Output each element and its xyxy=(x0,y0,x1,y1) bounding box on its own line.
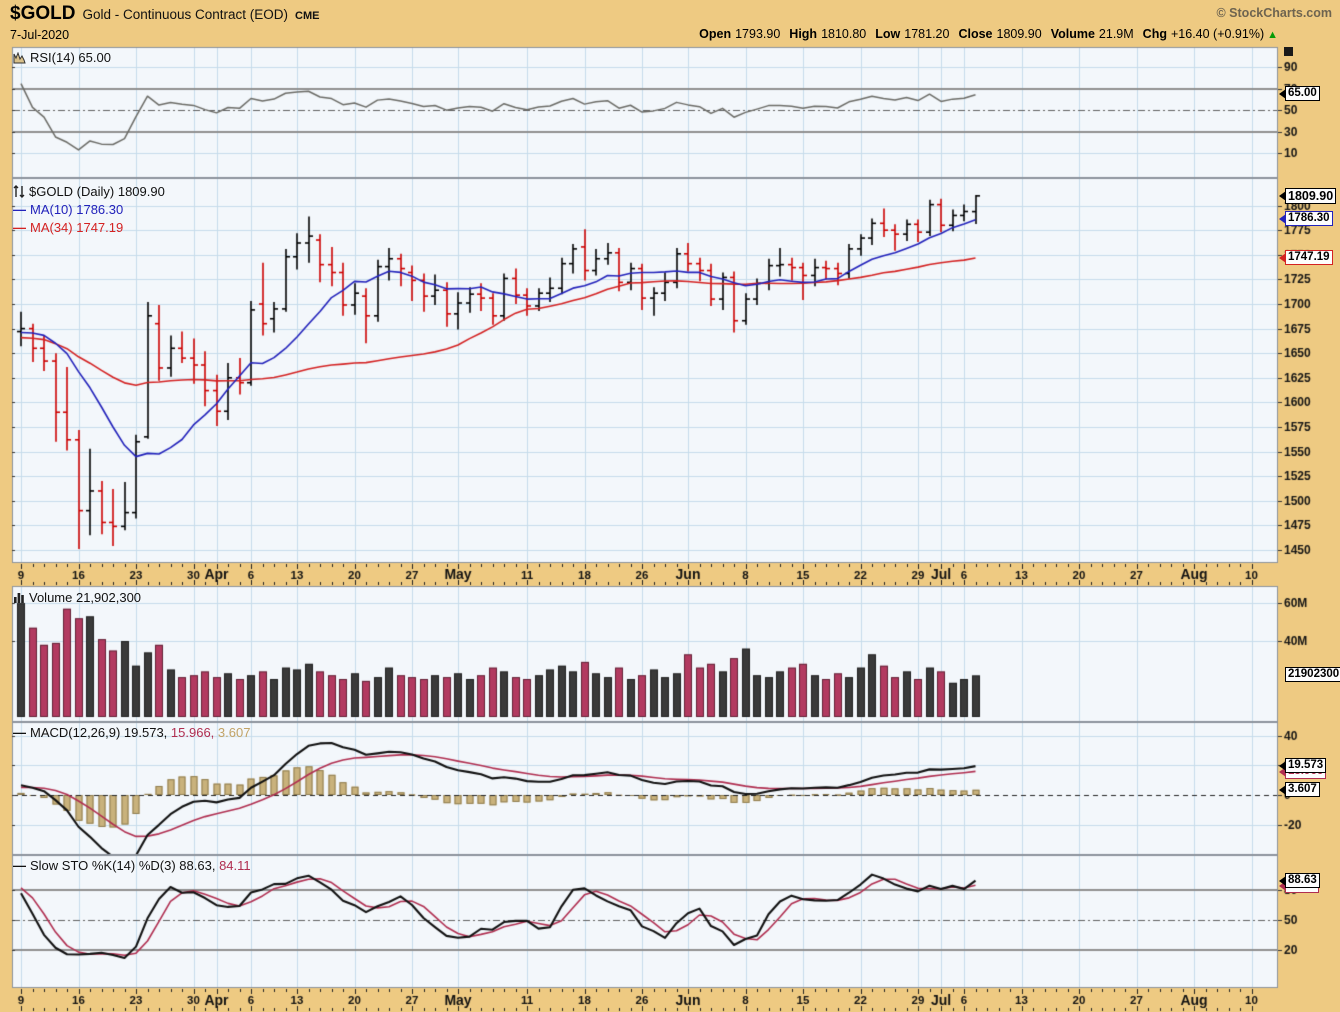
volume-value-box: 21902300 xyxy=(1285,667,1340,682)
sto-swatch: — xyxy=(13,858,26,873)
quote-label: Open xyxy=(699,27,732,41)
rsi-legend: RSI(14) 65.00 xyxy=(13,50,111,67)
ma10-legend: — MA(10) 1786.30 xyxy=(13,202,123,217)
quote-label: Close xyxy=(958,27,993,41)
symbol-name: Gold - Continuous Contract (EOD) xyxy=(82,7,289,22)
sto-legend-text: Slow STO %K(14) %D(3) 88.63, xyxy=(30,858,216,873)
rsi-legend-text: RSI(14) 65.00 xyxy=(30,50,111,65)
price-value-box: 1809.90 xyxy=(1278,188,1337,204)
quote-value: 1810.80 xyxy=(821,27,867,41)
volume-legend: Volume 21,902,300 xyxy=(13,590,141,607)
price-legend: $GOLD (Daily) 1809.90 xyxy=(13,184,165,201)
rsi-value-box: 65.00 xyxy=(1279,86,1320,101)
quote-value: +16.40 (+0.91%) xyxy=(1170,27,1265,41)
stockcharts-credit: © StockCharts.com xyxy=(1216,6,1333,20)
panel-handle-icon xyxy=(1284,47,1293,56)
macd-legend-text: MACD(12,26,9) 19.573, xyxy=(30,725,168,740)
quote-value: 1809.90 xyxy=(996,27,1042,41)
quote-value: 1781.20 xyxy=(904,27,950,41)
macd-signal-legend-text: 15.966, xyxy=(170,725,215,740)
macd-value-box: 19.573 xyxy=(1278,758,1327,773)
volume-legend-text: Volume 21,902,300 xyxy=(29,590,142,605)
rsi-indicator-icon xyxy=(13,51,26,67)
symbol: $GOLD xyxy=(10,3,76,24)
ma34-legend-text: MA(34) 1747.19 xyxy=(30,220,124,235)
quote-label: Chg xyxy=(1142,27,1167,41)
quote-value: 1793.90 xyxy=(735,27,781,41)
sto-legend: — Slow STO %K(14) %D(3) 88.63, 84.11 xyxy=(13,858,251,873)
volume-indicator-icon xyxy=(13,592,25,607)
quote-label: Volume xyxy=(1050,27,1095,41)
ma10-value-box: 1786.30 xyxy=(1279,211,1333,226)
chart-date: 7-Jul-2020 xyxy=(10,28,70,42)
change-up-arrow: ▲ xyxy=(1267,29,1278,41)
macd-swatch: — xyxy=(13,725,26,740)
price-legend-text: $GOLD (Daily) 1809.90 xyxy=(29,184,165,199)
ma34-value-box: 1747.19 xyxy=(1279,250,1333,265)
sto-d-legend-text: 84.11 xyxy=(219,858,251,873)
macd-hist-value-box: 3.607 xyxy=(1279,782,1320,797)
ma34-swatch: — xyxy=(13,220,26,235)
chart-title: $GOLD Gold - Continuous Contract (EOD) CME xyxy=(10,3,320,25)
price-chart-icon xyxy=(13,185,25,201)
macd-hist-legend-text: 3.607 xyxy=(217,725,251,740)
quote-label: Low xyxy=(875,27,901,41)
sto-k-value-box: 88.63 xyxy=(1279,873,1320,888)
quote-line: Open 1793.90 High 1810.80 Low 1781.20 Close 180… xyxy=(690,27,1278,41)
ma34-legend: — MA(34) 1747.19 xyxy=(13,220,123,235)
quote-value: 21.9M xyxy=(1098,27,1134,41)
quote-label: High xyxy=(789,27,818,41)
exchange-label: CME xyxy=(295,10,320,22)
ma10-legend-text: MA(10) 1786.30 xyxy=(30,202,124,217)
macd-legend: — MACD(12,26,9) 19.573, 15.966, 3.607 xyxy=(13,725,250,740)
ma10-swatch: — xyxy=(13,202,26,217)
